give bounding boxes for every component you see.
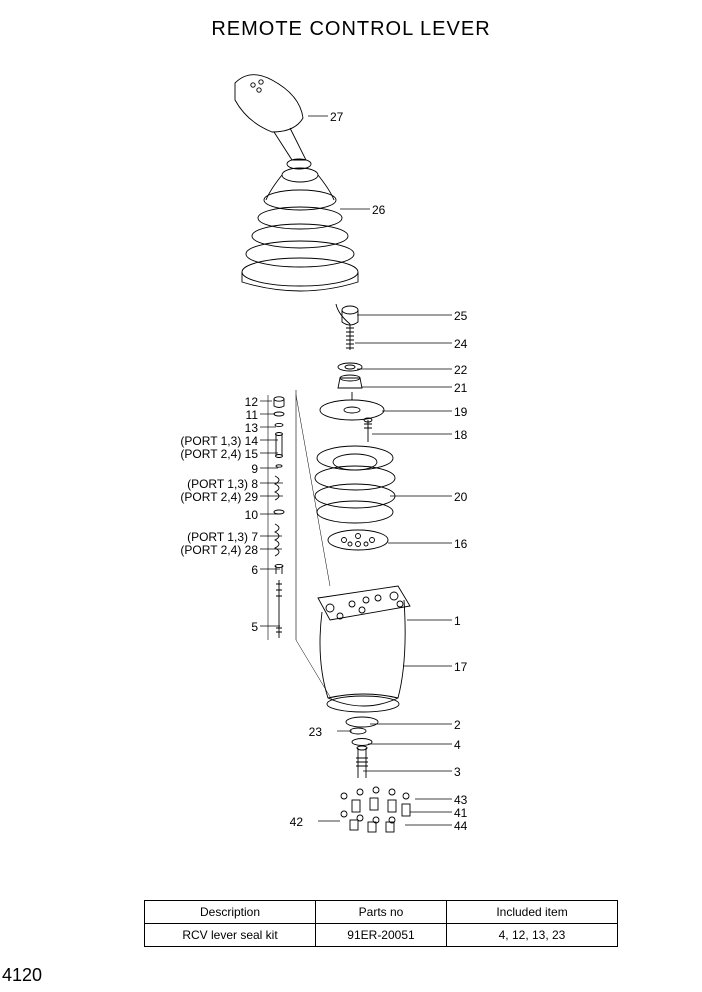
callout-label: 12 [245, 395, 258, 409]
callout-label: 13 [245, 421, 258, 435]
table-header: Included item [447, 901, 618, 924]
callout-label: (PORT 1,3) 14 [180, 434, 258, 448]
page-number: 4120 [2, 965, 42, 986]
callout-label: 11 [246, 408, 258, 422]
callout-label: 24 [454, 337, 467, 351]
callout-label: (PORT 2,4) 28 [180, 543, 258, 557]
callout-label: (PORT 2,4) 15 [180, 447, 258, 461]
callout-label: 9 [251, 462, 258, 476]
callout-label: 21 [454, 381, 467, 395]
callout-label: 19 [454, 405, 467, 419]
callout-label: 20 [454, 490, 467, 504]
callout-label: 4 [454, 738, 461, 752]
callout-label: 5 [251, 620, 258, 634]
callout-label: 42 [290, 815, 303, 829]
callout-label: (PORT 1,3) 7 [187, 530, 258, 544]
callout-label: 17 [454, 660, 467, 674]
callout-label: 43 [454, 793, 467, 807]
callout-label: (PORT 1,3) 8 [187, 477, 258, 491]
table-cell: RCV lever seal kit [145, 924, 316, 947]
table-header: Description [145, 901, 316, 924]
callout-label: 41 [454, 806, 467, 820]
callout-label: 44 [454, 819, 467, 833]
callout-label: 16 [454, 537, 467, 551]
callout-label: 23 [309, 725, 322, 739]
callout-label: (PORT 2,4) 29 [180, 490, 258, 504]
parts-table: DescriptionParts noIncluded item RCV lev… [144, 900, 618, 947]
table-header: Parts no [316, 901, 447, 924]
table-cell: 4, 12, 13, 23 [447, 924, 618, 947]
callout-label: 22 [454, 363, 467, 377]
callout-label: 26 [372, 203, 385, 217]
callout-label: 1 [454, 614, 461, 628]
callout-label: 6 [251, 563, 258, 577]
callout-label: 27 [330, 110, 343, 124]
diagram-svg [0, 0, 702, 992]
callout-label: 3 [454, 765, 461, 779]
callout-label: 10 [245, 508, 258, 522]
leader-lines [260, 116, 452, 825]
callout-label: 18 [454, 428, 467, 442]
callout-label: 25 [454, 309, 467, 323]
table-cell: 91ER-20051 [316, 924, 447, 947]
callout-label: 2 [454, 718, 461, 732]
table-row: RCV lever seal kit91ER-200514, 12, 13, 2… [145, 924, 618, 947]
